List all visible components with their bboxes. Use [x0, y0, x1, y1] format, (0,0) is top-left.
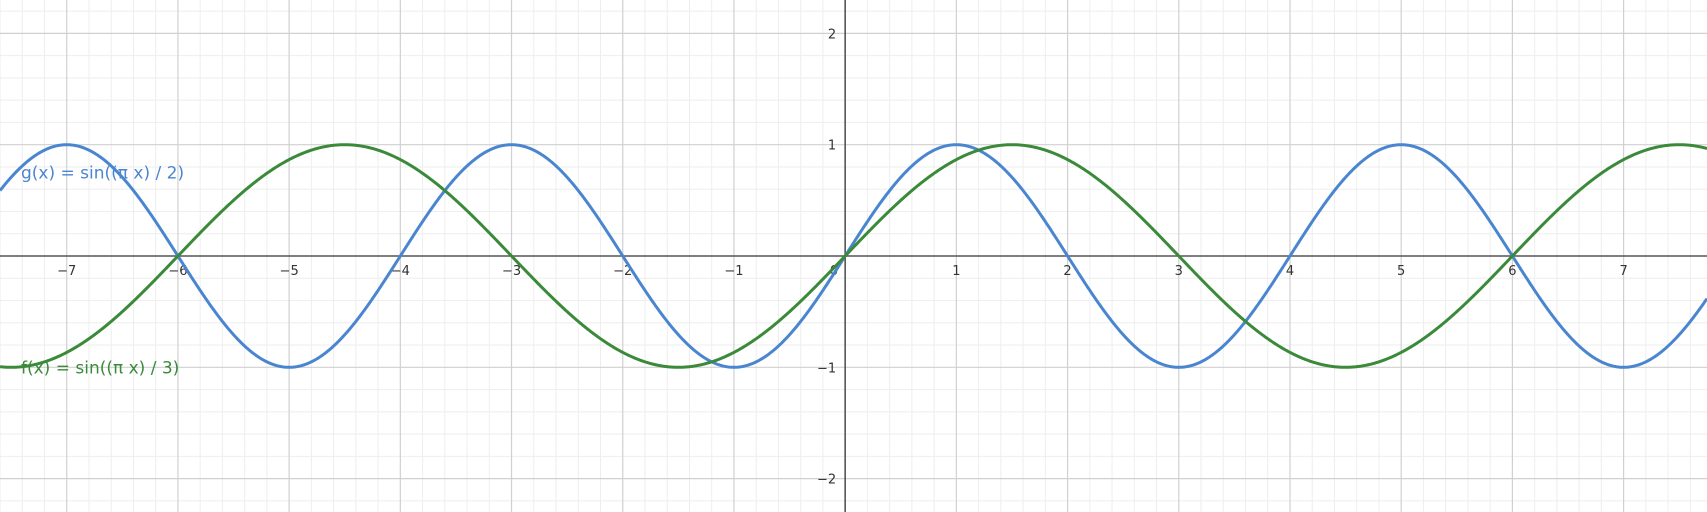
curve-label-g[interactable]: g(x) = sin((π x) / 2) — [21, 164, 184, 184]
x-tick-label: −4 — [391, 264, 410, 279]
x-tick-labels: −7 −6 −5 −4 −3 −2 −1 1 2 3 4 5 6 7 — [57, 264, 1628, 279]
x-tick-label: 4 — [1286, 264, 1294, 279]
curve-f[interactable] — [0, 143, 1707, 369]
x-tick-label: 6 — [1508, 264, 1516, 279]
x-tick-label: −6 — [168, 264, 187, 279]
curve-label-f[interactable]: f(x) = sin((π x) / 3) — [21, 358, 179, 378]
x-tick-label: 3 — [1175, 264, 1183, 279]
y-tick-label: −1 — [817, 361, 836, 376]
y-tick-label: −2 — [817, 473, 836, 488]
curves — [0, 143, 1707, 369]
x-tick-label: 1 — [952, 264, 960, 279]
x-tick-label: 2 — [1063, 264, 1071, 279]
x-tick-label: −1 — [724, 264, 743, 279]
x-tick-label: −3 — [502, 264, 521, 279]
y-tick-labels: −2 −1 1 2 — [817, 27, 836, 487]
x-tick-label: 5 — [1397, 264, 1405, 279]
y-tick-label: 1 — [828, 139, 836, 154]
curve-g[interactable] — [0, 143, 1707, 369]
x-tick-label: −7 — [57, 264, 76, 279]
x-tick-label: 7 — [1619, 264, 1627, 279]
x-tick-label: −5 — [280, 264, 299, 279]
y-tick-label: 2 — [828, 27, 836, 42]
x-tick-label: −2 — [613, 264, 632, 279]
